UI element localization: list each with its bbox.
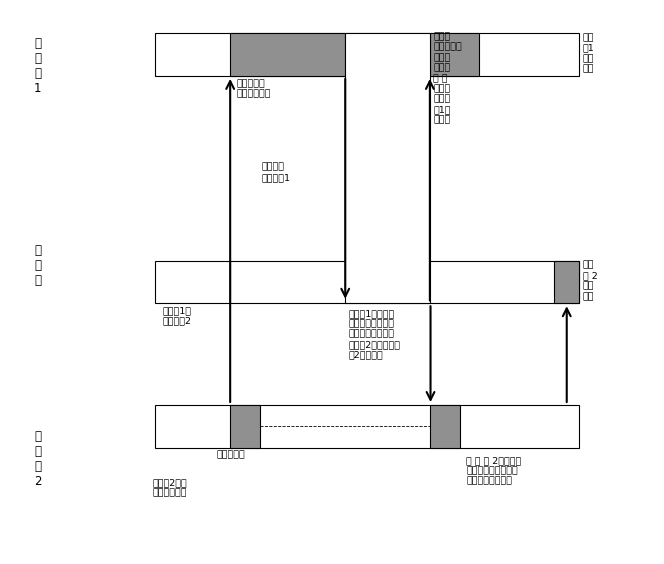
Bar (155, 405, 579, 448)
Text: 申请信号量
访问共享资源: 申请信号量 访问共享资源 (237, 79, 272, 98)
Text: 写任务优
先读任务1: 写任务优 先读任务1 (261, 163, 290, 182)
Bar (155, 261, 579, 303)
Text: 读任务2运行
访问共享资源: 读任务2运行 访问共享资源 (152, 478, 187, 498)
Text: 读任务1释放信号
量，恢复原始优先
级，将信号量交给
读任务2，提升读任
务2的优先级: 读任务1释放信号 量，恢复原始优先 级，将信号量交给 读任务2，提升读任 务2的… (349, 309, 400, 359)
Text: 读
任
务
1: 读 任 务 1 (34, 37, 42, 95)
Text: 读任
务 2
执行
完毕: 读任 务 2 执行 完毕 (582, 261, 598, 301)
Text: 信号量
被占用，写
任务申
请不到
被 挂
起，提
升读任
务1的
优先级: 信号量 被占用，写 任务申 请不到 被 挂 起，提 升读任 务1的 优先级 (433, 32, 462, 125)
Text: 写
任
务: 写 任 务 (35, 244, 41, 287)
Bar (155, 33, 579, 76)
Bar (230, 405, 260, 448)
Bar (345, 33, 430, 303)
Bar (430, 405, 459, 448)
Bar (430, 33, 479, 76)
Text: 读
任
务
2: 读 任 务 2 (34, 430, 42, 488)
Text: 申请信号量: 申请信号量 (217, 451, 246, 459)
Bar (554, 261, 579, 303)
Text: 读任
务1
执行
完毕: 读任 务1 执行 完毕 (582, 33, 594, 73)
Text: 读任务1优
先读任务2: 读任务1优 先读任务2 (162, 306, 191, 325)
Bar (230, 33, 345, 76)
Text: 读 任 务 2释放信号
量，恢复优先级，将
信号量交给写任务: 读 任 务 2释放信号 量，恢复优先级，将 信号量交给写任务 (466, 456, 521, 486)
